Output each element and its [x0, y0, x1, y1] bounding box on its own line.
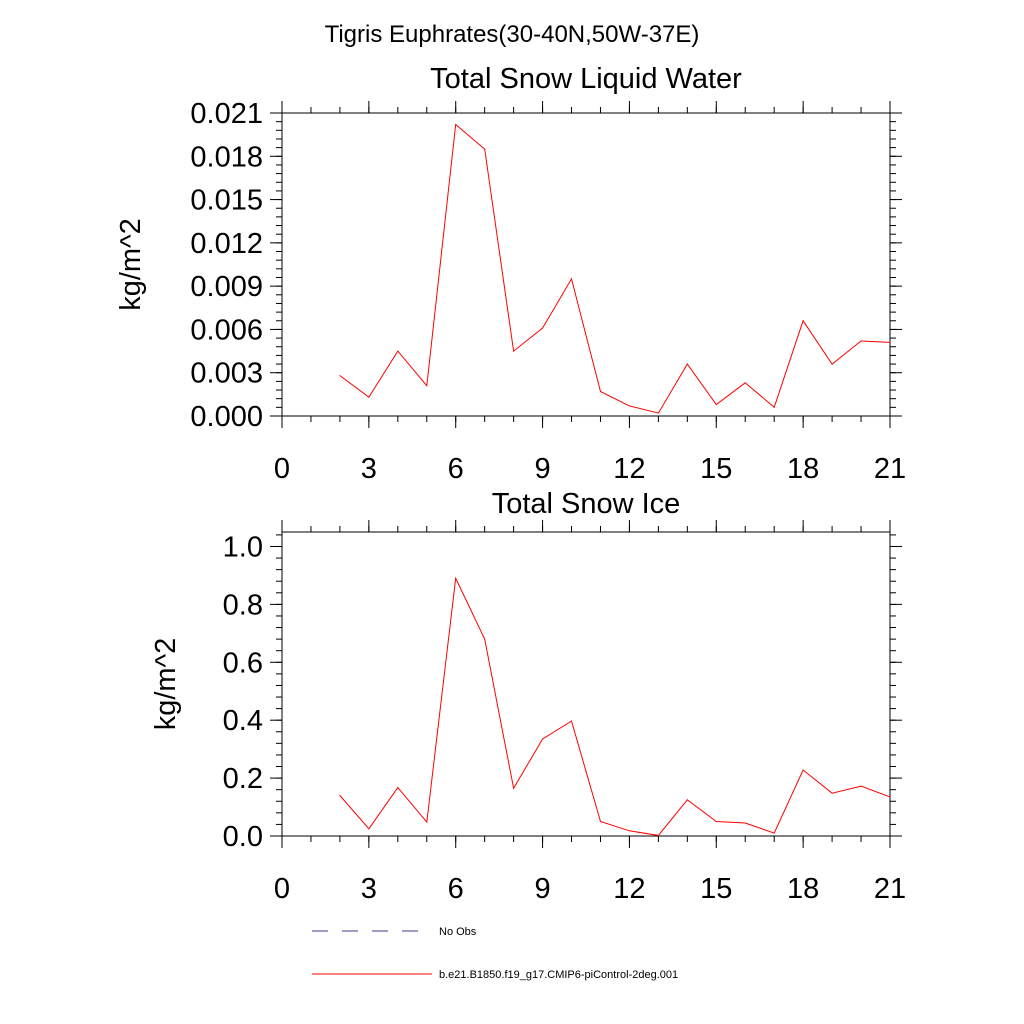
data-point	[715, 821, 717, 823]
data-point	[744, 382, 746, 384]
plot-frame	[281, 112, 891, 417]
data-point	[339, 794, 341, 796]
chart-title: Total Snow Ice	[492, 488, 681, 520]
x-tick-label: 15	[700, 873, 732, 905]
data-point	[802, 769, 804, 771]
data-point	[426, 821, 428, 823]
data-point	[542, 327, 544, 329]
data-point	[484, 148, 486, 150]
data-point	[628, 830, 630, 832]
x-tick-label: 18	[787, 453, 819, 485]
y-tick-label: 0.2	[223, 763, 263, 795]
chart-panel-snow-ice: Total Snow Ice kg/m^2 0.0 0.2 0.4 0.6 0.8 1.0 0 3…	[150, 488, 906, 905]
y-tick-label: 0.0	[223, 821, 263, 853]
x-tick-label: 0	[274, 453, 290, 485]
legend-label-model-run: b.e21.B1850.f19_g17.CMIP6-piControl-2deg…	[439, 969, 678, 981]
data-point	[744, 822, 746, 824]
data-point	[715, 403, 717, 405]
data-point	[599, 821, 601, 823]
data-point	[542, 738, 544, 740]
series-line	[339, 576, 891, 836]
y-tick-label: 0.6	[223, 647, 263, 679]
x-tick-label: 9	[535, 453, 551, 485]
data-point	[860, 340, 862, 342]
data-point	[599, 390, 601, 392]
data-point	[455, 577, 457, 579]
x-tick-label: 6	[448, 453, 464, 485]
chart-title: Total Snow Liquid Water	[430, 63, 742, 95]
x-tick-label: 21	[874, 873, 906, 905]
data-point	[831, 363, 833, 365]
data-point	[889, 341, 891, 343]
data-point	[773, 832, 775, 834]
y-tick-label: 0.006	[190, 314, 263, 346]
y-tick-label: 0.009	[190, 271, 263, 303]
data-point	[686, 363, 688, 365]
x-tick-label: 21	[874, 453, 906, 485]
y-tick-label: 0.012	[190, 228, 263, 260]
data-point	[426, 385, 428, 387]
data-point	[571, 720, 573, 722]
data-point	[368, 396, 370, 398]
data-point	[455, 124, 457, 126]
data-point	[802, 320, 804, 322]
data-point	[657, 412, 659, 414]
y-tick-label: 0.021	[190, 98, 263, 130]
x-tick-label: 12	[613, 873, 645, 905]
y-axis-label: kg/m^2	[115, 218, 147, 311]
y-tick-label: 0.000	[190, 401, 263, 433]
y-tick-label: 0.018	[190, 141, 263, 173]
data-point	[686, 799, 688, 801]
plot-frame	[281, 531, 891, 837]
x-tick-label: 9	[535, 873, 551, 905]
data-point	[571, 278, 573, 280]
y-tick-label: 0.8	[223, 589, 263, 621]
x-tick-label: 3	[361, 873, 377, 905]
data-point	[831, 792, 833, 794]
x-tick-label: 3	[361, 453, 377, 485]
series-line	[339, 123, 891, 414]
y-tick-label: 0.015	[190, 185, 263, 217]
figure-title: Tigris Euphrates(30-40N,50W-37E)	[325, 21, 700, 48]
data-point	[773, 406, 775, 408]
y-axis-label: kg/m^2	[150, 638, 182, 731]
y-tick-label: 0.003	[190, 358, 263, 390]
x-tick-label: 0	[274, 873, 290, 905]
y-tick-label: 0.4	[223, 705, 263, 737]
legend: No Obs b.e21.B1850.f19_g17.CMIP6-piContr…	[312, 926, 678, 981]
chart-panel-snow-liquid-water: Total Snow Liquid Water kg/m^2 0.000 0.003 0…	[115, 63, 906, 485]
data-point	[860, 785, 862, 787]
data-point	[368, 828, 370, 830]
x-tick-label: 18	[787, 873, 819, 905]
data-point	[889, 796, 891, 798]
data-point	[513, 787, 515, 789]
x-tick-label: 6	[448, 873, 464, 905]
data-point	[657, 834, 659, 836]
y-tick-label: 1.0	[223, 531, 263, 563]
x-tick-label: 15	[700, 453, 732, 485]
data-point	[339, 375, 341, 377]
data-point	[628, 405, 630, 407]
data-point	[397, 787, 399, 789]
x-tick-label: 12	[613, 453, 645, 485]
data-point	[484, 638, 486, 640]
data-point	[397, 350, 399, 352]
legend-label-no-obs: No Obs	[439, 926, 477, 938]
data-point	[513, 350, 515, 352]
